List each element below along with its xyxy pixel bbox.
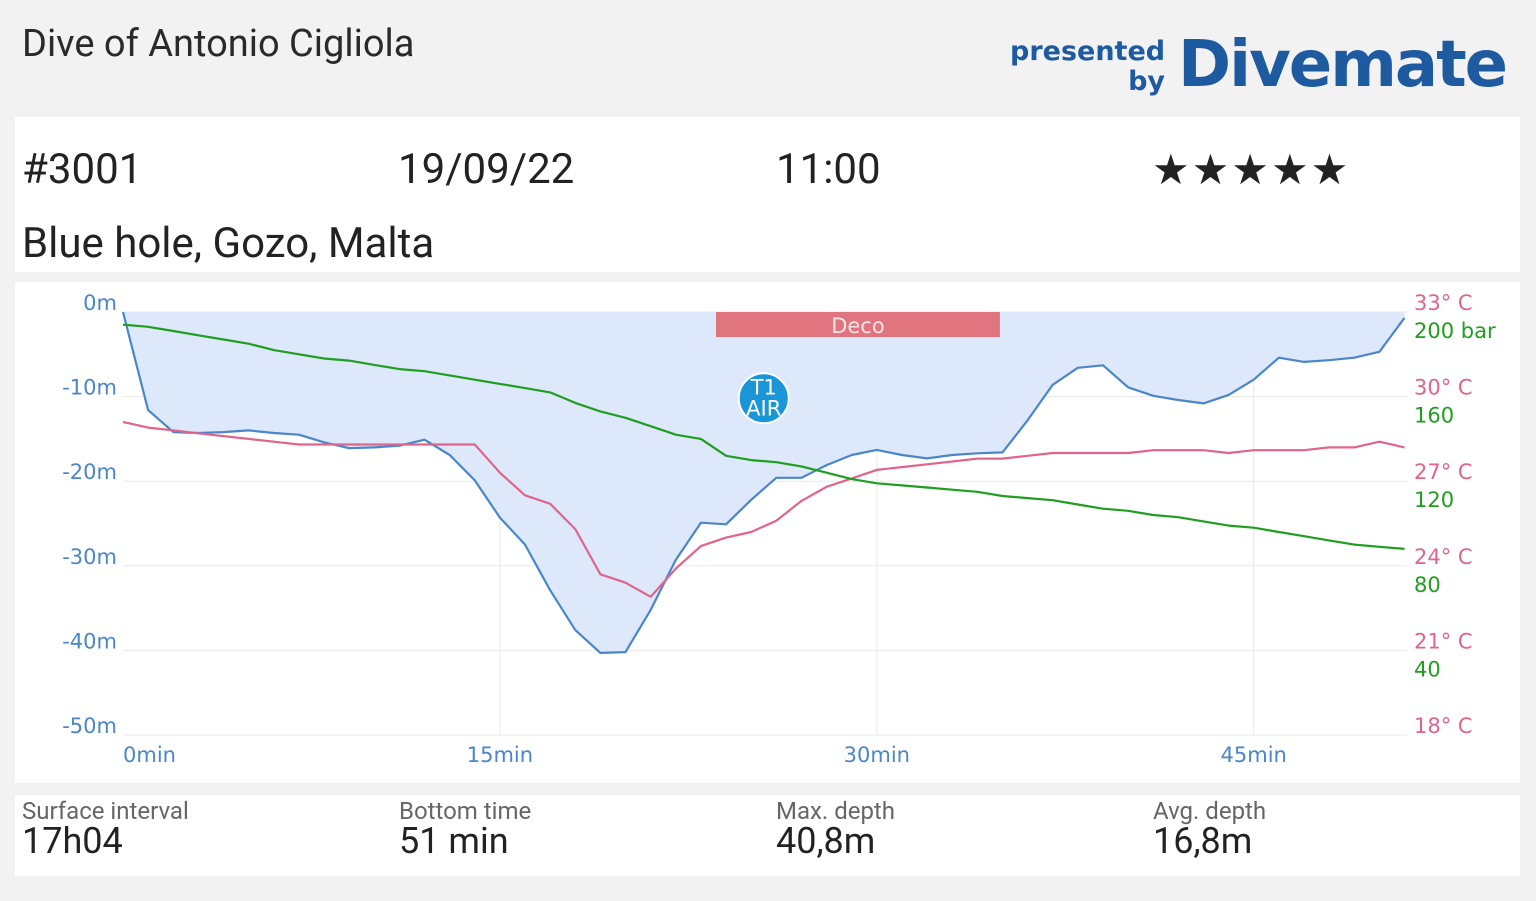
y-tick-label: -10m (62, 376, 117, 400)
gas-label: AIR (746, 396, 781, 420)
dive-location: Blue hole, Gozo, Malta (22, 219, 435, 268)
brand-tagline: presented (1010, 36, 1166, 67)
x-tick-label: 30min (844, 743, 910, 767)
y-tick-label: -20m (62, 460, 117, 484)
series-line (122, 323, 1405, 550)
dive-date: 19/09/22 (398, 145, 575, 194)
stat-label: Bottom time (399, 797, 532, 825)
deco-band (716, 312, 1000, 337)
series-line (122, 420, 1405, 598)
stat-value: 17h04 (22, 820, 123, 862)
dive-card (15, 117, 1520, 272)
stat-value: 51 min (399, 820, 509, 862)
stat-label: Max. depth (776, 797, 896, 825)
y2-tick-label: 24° C (1414, 545, 1473, 569)
brand-logo: Divemate (1178, 28, 1508, 102)
y2-tick-label: 21° C (1414, 629, 1473, 653)
dive-time: 11:00 (776, 145, 881, 194)
y-tick-label: -30m (62, 545, 117, 569)
dive-rating: ★★★★★ (1152, 146, 1351, 195)
y3-tick-label: 40 (1414, 657, 1441, 681)
y2-tick-label: 33° C (1414, 291, 1473, 315)
page-title: Dive of Antonio Cigliola (22, 22, 415, 66)
brand-tagline: by (1128, 66, 1165, 97)
depth-area (123, 312, 1405, 653)
tank-marker (737, 372, 790, 425)
y3-tick-label: 120 (1414, 488, 1454, 512)
y3-tick-label: 80 (1414, 573, 1441, 597)
y2-tick-label: 27° C (1414, 460, 1473, 484)
y-tick-label: 0m (83, 291, 117, 315)
x-tick-label: 45min (1221, 743, 1287, 767)
stat-label: Avg. depth (1153, 797, 1267, 825)
stat-value: 40,8m (776, 820, 876, 862)
y-tick-label: -50m (62, 714, 117, 738)
y3-tick-label: 160 (1414, 404, 1454, 428)
stat-label: Surface interval (22, 797, 189, 825)
y2-tick-label: 30° C (1414, 376, 1473, 400)
y2-tick-label: 18° C (1414, 714, 1473, 738)
deco-label: Deco (831, 314, 884, 338)
stats-card (15, 795, 1520, 876)
y3-tick-label: 200 bar (1414, 319, 1496, 343)
x-tick-label: 15min (467, 743, 533, 767)
stat-value: 16,8m (1153, 820, 1253, 862)
dive-number: #3001 (22, 145, 143, 194)
tank-label: T1 (750, 375, 777, 399)
x-tick-label: 0min (123, 743, 176, 767)
y-tick-label: -40m (62, 629, 117, 653)
